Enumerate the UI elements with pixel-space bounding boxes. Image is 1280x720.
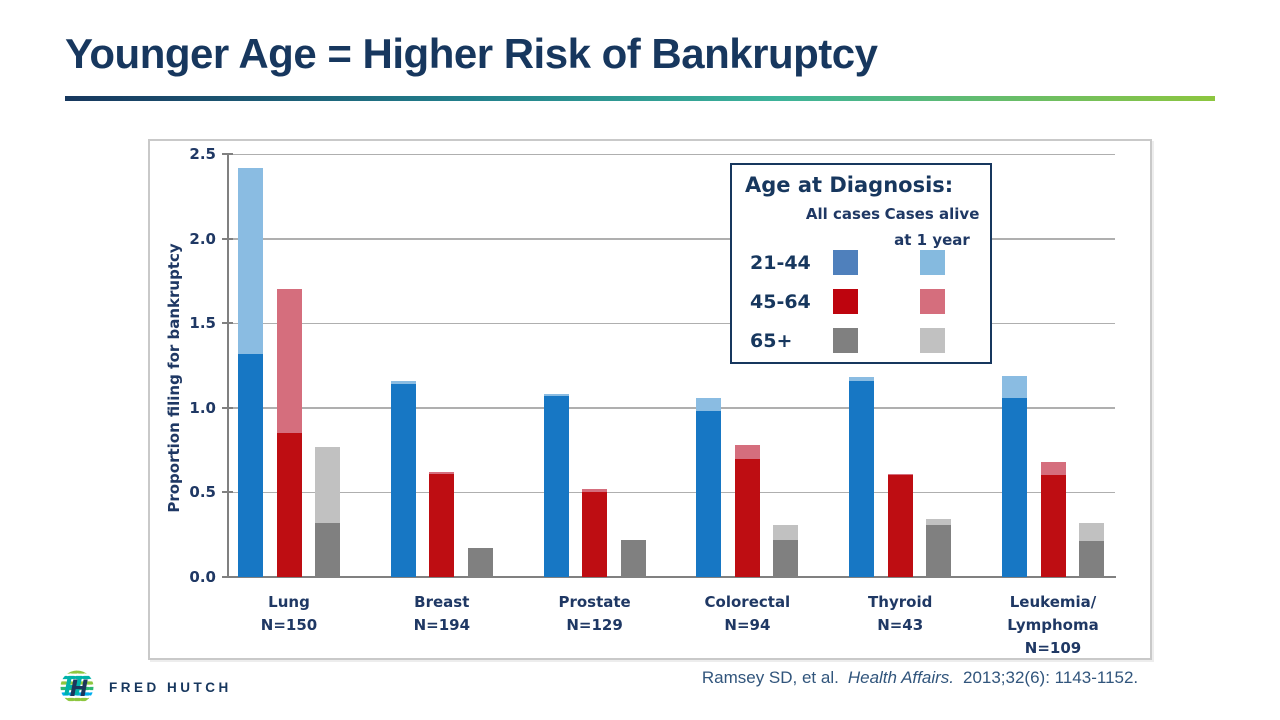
y-gridline: [228, 491, 1115, 494]
category-name-line: Lung: [268, 593, 310, 611]
legend-col-all-cases: All cases: [805, 205, 881, 223]
bar-65+-Prostate-all-cases: [620, 539, 646, 577]
bar-45-64-Colorectal-all-cases: [734, 458, 760, 577]
category-name-line: Colorectal: [704, 593, 791, 611]
fred-hutch-globe-icon: H H: [60, 670, 94, 702]
bar-21-44-Thyroid-all-cases: [849, 380, 875, 577]
legend-swatch-all-cases: [833, 250, 858, 275]
journal-name: Health Affairs.: [847, 668, 954, 687]
citation: Ramsey SD, et al. Health Affairs. 2013;32(…: [620, 668, 1220, 688]
svg-text:H: H: [64, 676, 82, 701]
category-label: Lung N=150: [214, 591, 364, 637]
y-gridline: [228, 153, 1115, 155]
legend-col-cases-alive-line2: at 1 year: [894, 231, 970, 249]
legend-swatch-alive-at-1-year: [920, 250, 945, 275]
y-axis-title: Proportion filing for bankruptcy: [165, 243, 183, 513]
bar-45-64-Lung-all-cases: [276, 433, 302, 577]
legend-swatch-all-cases: [833, 328, 858, 353]
category-name-line: Leukemia/: [1009, 593, 1097, 611]
legend-age-label: 21-44: [750, 252, 811, 274]
category-label: Breast N=194: [367, 591, 517, 637]
legend-col-cases-alive: Cases alive: [884, 205, 980, 223]
page-title: Younger Age = Higher Risk of Bankruptcy: [65, 30, 878, 77]
category-name-line: Lymphoma: [1007, 616, 1099, 634]
y-tick-label: 1.0: [189, 398, 216, 417]
bar-45-64-Leukemia/Lymphoma-all-cases: [1040, 475, 1066, 577]
y-tick-label: 1.5: [189, 314, 216, 333]
plot-area: 0.0 0.5 1.0 1.5 2.0 2.5: [189, 145, 1116, 586]
category-n-count: N=194: [413, 616, 471, 634]
bar-65+-Thyroid-all-cases: [926, 524, 952, 577]
bar-65+-Breast-all-cases: [467, 548, 493, 577]
category-name-line: Breast: [414, 593, 470, 611]
bar-45-64-Thyroid-all-cases: [887, 475, 913, 577]
bar-45-64-Breast-all-cases: [429, 473, 455, 577]
y-gridline: [228, 322, 1115, 325]
bar-21-44-Breast-all-cases: [390, 384, 416, 577]
legend-title: Age at Diagnosis:: [745, 173, 954, 197]
bar-45-64-Prostate-all-cases: [582, 492, 608, 577]
category-label: Thyroid N=43: [825, 591, 975, 637]
fred-hutch-wordmark: FRED HUTCH: [109, 679, 232, 695]
legend: Age at Diagnosis: All cases Cases alive …: [730, 163, 992, 364]
y-tick-label: 2.5: [189, 145, 216, 163]
legend-swatch-alive-at-1-year: [920, 289, 945, 314]
bar-65+-Colorectal-all-cases: [773, 539, 799, 577]
category-n-count: N=150: [260, 616, 318, 634]
category-name-line: Prostate: [558, 593, 631, 611]
y-gridline: [228, 238, 1115, 240]
category-label: Colorectal N=94: [672, 591, 822, 637]
bar-21-44-Lung-all-cases: [238, 353, 263, 577]
y-gridline: [228, 407, 1115, 409]
bar-21-44-Leukemia/Lymphoma-all-cases: [1002, 397, 1027, 577]
category-name-line: Thyroid: [868, 593, 933, 611]
legend-swatch-alive-at-1-year: [920, 328, 945, 353]
legend-swatch-all-cases: [833, 289, 858, 314]
bankruptcy-chart: Proportion filing for bankruptcy 0.0 0.5 1…: [148, 139, 1152, 660]
y-tick-label: 2.0: [189, 229, 216, 248]
category-n-count: N=94: [724, 616, 771, 634]
category-n-count: N=109: [1024, 639, 1082, 657]
y-tick-label: 0.0: [189, 568, 216, 586]
y-tick-label: 0.5: [189, 483, 216, 502]
category-n-count: N=129: [566, 616, 623, 634]
legend-age-label: 65+: [750, 330, 793, 352]
citation-issue: 2013;32(6): 1143-1152.: [962, 668, 1139, 687]
category-label: Leukemia/Lymphoma N=109: [978, 591, 1128, 660]
svg-text:H: H: [70, 677, 88, 702]
bar-65+-Lung-all-cases: [315, 522, 340, 577]
legend-age-label: 45-64: [750, 291, 811, 313]
citation-authors: Ramsey SD, et al.: [701, 668, 839, 687]
x-axis-line: [222, 576, 1116, 578]
bar-21-44-Prostate-all-cases: [543, 395, 569, 577]
bar-65+-Leukemia/Lymphoma-all-cases: [1079, 541, 1104, 577]
fred-hutch-logo: H H FRED HUTCH: [56, 666, 232, 708]
bar-21-44-Colorectal-all-cases: [696, 411, 722, 577]
category-n-count: N=43: [877, 616, 924, 634]
category-label: Prostate N=129: [520, 591, 670, 637]
y-axis-line: [227, 154, 229, 577]
title-underline: [65, 96, 1215, 101]
